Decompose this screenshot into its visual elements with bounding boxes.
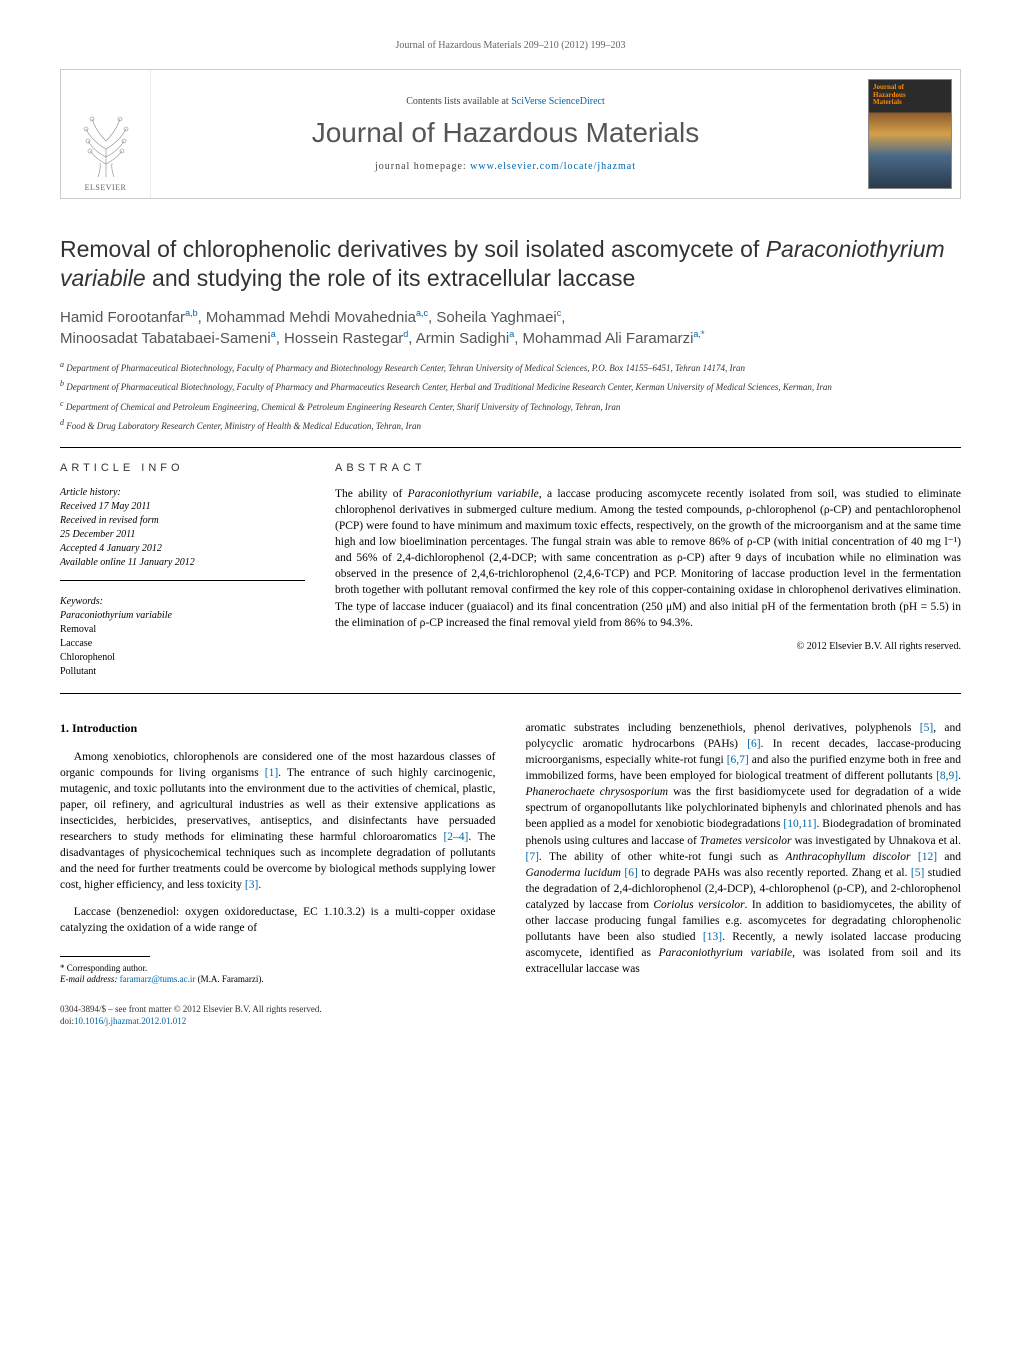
author-comma: ,: [561, 309, 565, 326]
publisher-label: ELSEVIER: [85, 183, 127, 192]
ref-6-7[interactable]: [6,7]: [727, 754, 749, 766]
received-date: Received 17 May 2011: [60, 501, 151, 512]
species-1: Phanerochaete chrysosporium: [526, 786, 669, 798]
running-header: Journal of Hazardous Materials 209–210 (…: [60, 40, 961, 51]
online-date: Available online 11 January 2012: [60, 557, 195, 568]
keywords-label: Keywords:: [60, 595, 305, 609]
ref-10-11[interactable]: [10,11]: [783, 818, 816, 830]
affiliation-a: a Department of Pharmaceutical Biotechno…: [60, 359, 961, 375]
author-3: , Soheila Yaghmaei: [428, 309, 557, 326]
article-info-label: article info: [60, 462, 305, 474]
author-1-aff: a,b: [185, 308, 198, 318]
divider-top: [60, 447, 961, 448]
ref-13[interactable]: [13]: [703, 931, 722, 943]
article-history: Article history: Received 17 May 2011 Re…: [60, 486, 305, 581]
keyword-5: Pollutant: [60, 665, 305, 679]
affiliation-d: d Food & Drug Laboratory Research Center…: [60, 417, 961, 433]
species-4: Ganoderma lucidum: [526, 867, 621, 879]
affiliation-b: b Department of Pharmaceutical Biotechno…: [60, 378, 961, 394]
journal-homepage-link[interactable]: www.elsevier.com/locate/jhazmat: [470, 161, 636, 172]
masthead-center: Contents lists available at SciVerse Sci…: [151, 70, 860, 198]
intro-p1: Among xenobiotics, chlorophenols are con…: [60, 749, 496, 894]
intro-p2: Laccase (benzenediol: oxygen oxidoreduct…: [60, 904, 496, 936]
homepage-prefix: journal homepage:: [375, 161, 470, 172]
article-title: Removal of chlorophenolic derivatives by…: [60, 235, 961, 293]
ref-5b[interactable]: [5]: [911, 867, 924, 879]
revised-label: Received in revised form: [60, 515, 159, 526]
ref-2-4[interactable]: [2–4]: [443, 831, 468, 843]
ref-1[interactable]: [1]: [265, 767, 278, 779]
ref-6[interactable]: [6]: [747, 738, 760, 750]
revised-date: 25 December 2011: [60, 529, 135, 540]
abstract-column: abstract The ability of Paraconiothyrium…: [335, 462, 961, 679]
intro-p3: aromatic substrates including benzenethi…: [526, 720, 962, 978]
journal-title: Journal of Hazardous Materials: [312, 117, 700, 149]
corr-label: * Corresponding author.: [60, 963, 147, 973]
article-info-column: article info Article history: Received 1…: [60, 462, 305, 679]
author-1: Hamid Forootanfar: [60, 309, 185, 326]
ref-8-9[interactable]: [8,9]: [936, 770, 958, 782]
contents-prefix: Contents lists available at: [406, 96, 511, 107]
author-2: , Mohammad Mehdi Movahednia: [198, 309, 416, 326]
author-5: , Hossein Rastegar: [276, 330, 404, 347]
abs-it1: Paraconiothyrium variabile: [408, 488, 539, 500]
footer-block: 0304-3894/$ – see front matter © 2012 El…: [60, 1004, 496, 1027]
title-part-b: and studying the role of its extracellul…: [146, 265, 636, 291]
info-abstract-row: article info Article history: Received 1…: [60, 462, 961, 679]
ref-3[interactable]: [3]: [245, 879, 258, 891]
species-5: Coriolus versicolor: [653, 899, 744, 911]
issn-line: 0304-3894/$ – see front matter © 2012 El…: [60, 1004, 322, 1014]
journal-cover-image: Journal of Hazardous Materials: [868, 79, 952, 189]
accepted-date: Accepted 4 January 2012: [60, 543, 162, 554]
species-6: Paraconiothyrium variabile: [659, 947, 793, 959]
abstract-text: The ability of Paraconiothyrium variabil…: [335, 486, 961, 631]
email-label: E-mail address:: [60, 974, 120, 984]
history-label: Article history:: [60, 486, 305, 500]
doi-link[interactable]: 10.1016/j.jhazmat.2012.01.012: [74, 1016, 186, 1026]
intro-heading: 1. Introduction: [60, 720, 496, 737]
corresponding-footnote: * Corresponding author. E-mail address: …: [60, 963, 496, 986]
species-3: Anthracophyllum discolor: [786, 851, 911, 863]
keyword-3: Laccase: [60, 637, 305, 651]
sciencedirect-link[interactable]: SciVerse ScienceDirect: [511, 96, 605, 107]
author-2-aff: a,c: [416, 308, 428, 318]
abs-t1: The ability of: [335, 488, 408, 500]
author-7-aff: a,*: [693, 329, 704, 339]
elsevier-tree-icon: [76, 109, 136, 179]
divider-mid: [60, 693, 961, 694]
abstract-copyright: © 2012 Elsevier B.V. All rights reserved…: [335, 641, 961, 652]
keyword-2: Removal: [60, 623, 305, 637]
ref-7[interactable]: [7]: [526, 851, 539, 863]
cover-label-3: Materials: [873, 98, 902, 106]
authors-block: Hamid Forootanfara,b, Mohammad Mehdi Mov…: [60, 307, 961, 349]
keyword-4: Chlorophenol: [60, 651, 305, 665]
corr-email-link[interactable]: faramarz@tums.ac.ir: [120, 974, 196, 984]
journal-masthead: ELSEVIER Contents lists available at Sci…: [60, 69, 961, 199]
email-suffix: (M.A. Faramarzi).: [195, 974, 263, 984]
doi-label: doi:: [60, 1016, 74, 1026]
keyword-1: Paraconiothyrium variabile: [60, 609, 305, 623]
journal-cover-block: Journal of Hazardous Materials: [860, 70, 960, 198]
footnote-separator: [60, 956, 150, 957]
journal-cover-label: Journal of Hazardous Materials: [873, 84, 906, 107]
author-4: Minoosadat Tabatabaei-Sameni: [60, 330, 271, 347]
publisher-block: ELSEVIER: [61, 70, 151, 198]
affiliation-c: c Department of Chemical and Petroleum E…: [60, 398, 961, 414]
body-two-columns: 1. Introduction Among xenobiotics, chlor…: [60, 720, 961, 1028]
ref-6b[interactable]: [6]: [624, 867, 637, 879]
title-part-a: Removal of chlorophenolic derivatives by…: [60, 236, 766, 262]
species-2: Trametes versicolor: [700, 835, 792, 847]
journal-homepage-line: journal homepage: www.elsevier.com/locat…: [375, 161, 636, 172]
contents-available-line: Contents lists available at SciVerse Sci…: [406, 96, 605, 107]
body-column-left: 1. Introduction Among xenobiotics, chlor…: [60, 720, 496, 1028]
keywords-block: Keywords: Paraconiothyrium variabile Rem…: [60, 595, 305, 679]
body-column-right: aromatic substrates including benzenethi…: [526, 720, 962, 1028]
abs-t2: , a laccase producing ascomycete recentl…: [335, 488, 961, 629]
ref-12[interactable]: [12]: [918, 851, 937, 863]
author-7: , Mohammad Ali Faramarzi: [514, 330, 693, 347]
ref-5[interactable]: [5]: [920, 722, 933, 734]
abstract-label: abstract: [335, 462, 961, 474]
author-6: , Armin Sadighi: [408, 330, 509, 347]
corresponding-mark: *: [701, 329, 705, 339]
